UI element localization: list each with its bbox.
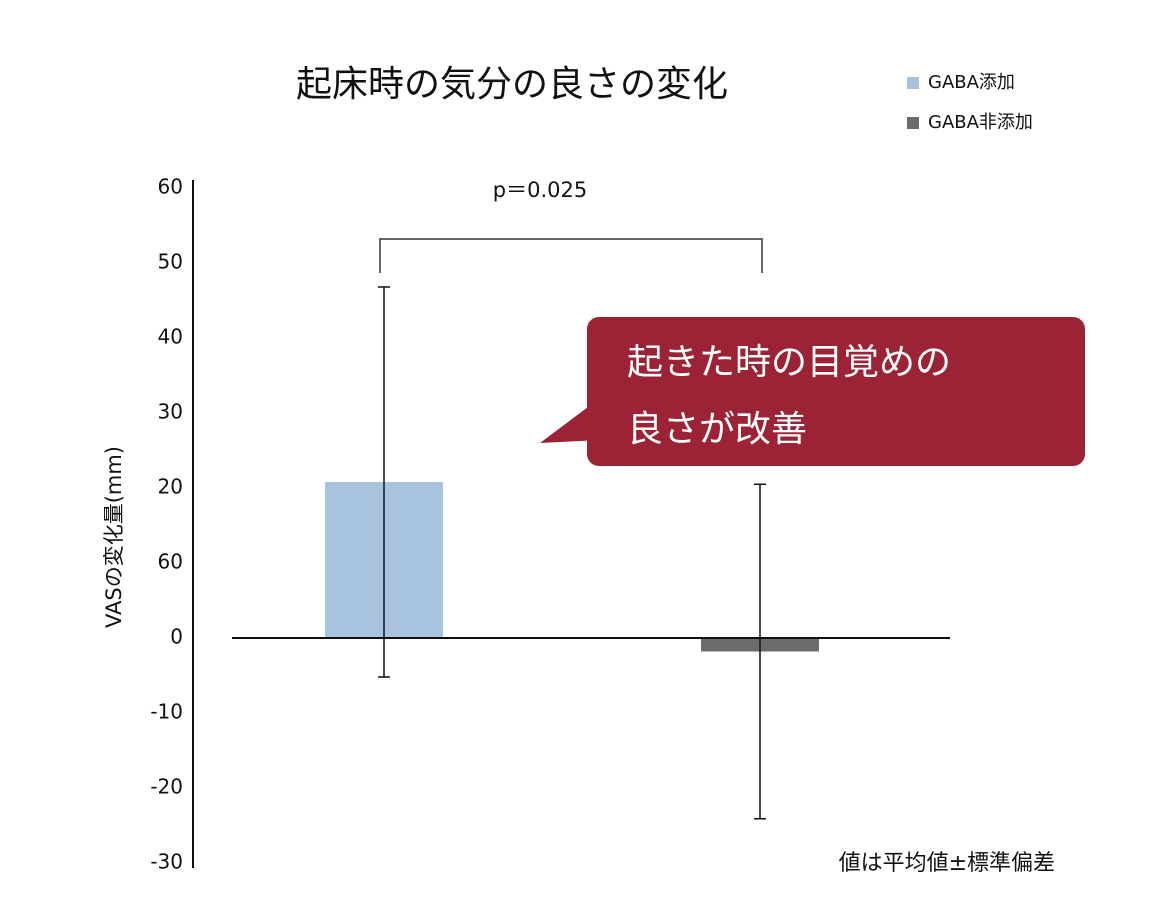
y-tick-label: 60 [158, 550, 183, 574]
legend-label: GABA添加 [928, 72, 1015, 93]
callout-tail [540, 398, 600, 443]
error-bar [378, 286, 390, 678]
legend-label: GABA非添加 [928, 112, 1033, 133]
callout-text: 良さが改善 [627, 409, 807, 450]
legend-swatch [907, 117, 919, 129]
y-tick-label: 20 [158, 475, 183, 499]
callout-text: 起きた時の目覚めの [627, 342, 951, 383]
significance-bracket [379, 238, 763, 273]
y-tick-label: 60 [158, 175, 183, 199]
y-tick-label: 40 [158, 325, 183, 349]
legend-swatch [907, 77, 919, 89]
chart-title: 起床時の気分の良さの変化 [296, 64, 728, 105]
y-tick-label: 30 [158, 400, 183, 424]
y-tick-label: -20 [150, 775, 183, 799]
error-bar [754, 483, 766, 820]
p-value: p＝0.025 [493, 178, 587, 202]
y-axis-label: VASの変化量(mm) [102, 446, 126, 628]
y-tick-label: -10 [150, 700, 183, 724]
callout-box [587, 317, 1085, 466]
note: 値は平均値±標準偏差 [839, 851, 1055, 876]
y-tick-label: 0 [170, 625, 183, 649]
y-tick-label: 50 [158, 250, 183, 274]
y-tick-label: -30 [150, 850, 183, 874]
